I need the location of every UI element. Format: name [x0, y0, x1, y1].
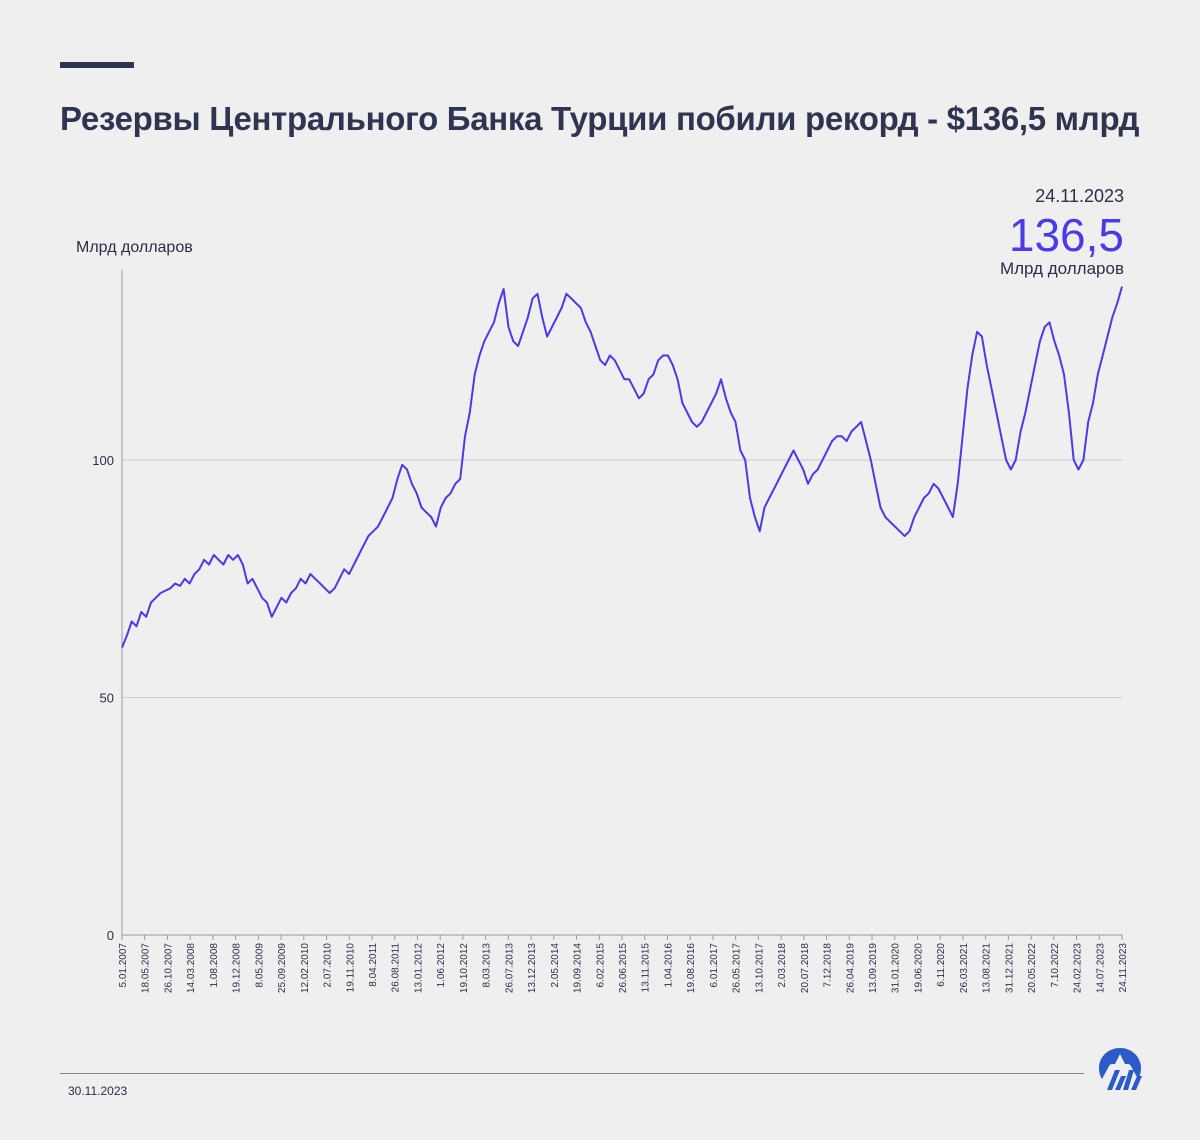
title-accent-bar — [60, 62, 134, 68]
x-tick-label: 5.01.2007 — [118, 943, 129, 988]
y-tick-label: 100 — [92, 453, 114, 468]
x-tick-label: 13.09.2019 — [868, 943, 879, 993]
x-tick-label: 6.01.2017 — [709, 943, 720, 988]
x-tick-label: 26.07.2013 — [504, 943, 515, 993]
x-tick-label: 13.10.2017 — [754, 943, 765, 993]
footer-date: 30.11.2023 — [68, 1084, 128, 1098]
x-tick-label: 19.11.2010 — [345, 943, 356, 993]
latest-value-callout: 24.11.2023 136,5 Млрд долларов — [1000, 186, 1124, 279]
x-tick-label: 31.12.2021 — [1004, 943, 1015, 993]
x-tick-label: 7.12.2018 — [823, 943, 834, 988]
x-tick-label: 14.07.2023 — [1095, 943, 1106, 993]
series-line — [121, 286, 1123, 648]
x-axis-ticks: 5.01.2007 18.05.2007 26.10.2007 14.03.2008 1… — [118, 935, 1129, 993]
y-tick-label: 0 — [107, 928, 114, 943]
x-tick-label: 8.04.2011 — [368, 943, 379, 987]
x-tick-label: 2.03.2018 — [777, 943, 788, 988]
x-tick-label: 19.12.2008 — [232, 943, 243, 993]
x-tick-label: 18.05.2007 — [141, 943, 152, 993]
x-tick-label: 19.10.2012 — [459, 943, 470, 993]
x-tick-label: 19.06.2020 — [913, 943, 924, 993]
x-tick-label: 24.11.2023 — [1118, 943, 1129, 993]
x-tick-label: 13.08.2021 — [982, 943, 993, 993]
x-tick-label: 8.03.2013 — [482, 943, 493, 988]
x-tick-label: 7.10.2022 — [1050, 943, 1061, 988]
x-tick-label: 1.08.2008 — [209, 943, 220, 988]
y-axis-ticks: 0 50 100 — [92, 453, 114, 943]
chart-series — [121, 286, 1123, 648]
callout-unit: Млрд долларов — [999, 259, 1124, 278]
x-tick-label: 19.08.2016 — [686, 943, 697, 993]
x-tick-label: 6.02.2015 — [595, 943, 606, 988]
y-axis-label: Млрд долларов — [76, 239, 193, 256]
y-tick-label: 50 — [100, 691, 114, 706]
x-tick-label: 2.07.2010 — [323, 943, 334, 988]
x-tick-label: 20.05.2022 — [1027, 943, 1038, 993]
x-tick-label: 13.11.2015 — [641, 943, 652, 993]
x-tick-label: 26.03.2021 — [959, 943, 970, 993]
x-tick-label: 31.01.2020 — [891, 943, 902, 993]
callout-date: 24.11.2023 — [1035, 186, 1124, 206]
page-title: Резервы Центрального Банка Турции побили… — [60, 100, 1140, 137]
x-tick-label: 2.05.2014 — [550, 943, 561, 988]
x-tick-label: 26.10.2007 — [163, 943, 174, 993]
x-tick-label: 13.12.2013 — [527, 943, 538, 993]
x-tick-label: 26.06.2015 — [618, 943, 629, 993]
x-tick-label: 13.01.2012 — [413, 943, 424, 993]
footer-divider — [60, 1073, 1084, 1074]
x-tick-label: 26.04.2019 — [845, 943, 856, 993]
callout-value: 136,5 — [1008, 209, 1124, 261]
x-tick-label: 1.04.2016 — [663, 943, 674, 988]
x-tick-label: 19.09.2014 — [573, 943, 584, 993]
x-tick-label: 14.03.2008 — [186, 943, 197, 993]
x-tick-label: 8.05.2009 — [254, 943, 265, 988]
aa-logo-icon — [1099, 1048, 1142, 1090]
x-tick-label: 25.09.2009 — [277, 943, 288, 993]
x-tick-label: 6.11.2020 — [936, 943, 947, 987]
x-tick-label: 1.06.2012 — [436, 943, 447, 988]
chart-gridlines — [122, 459, 1122, 698]
x-tick-label: 26.08.2011 — [391, 943, 402, 993]
chart-axes — [121, 270, 1122, 936]
x-tick-label: 20.07.2018 — [800, 943, 811, 993]
x-tick-label: 12.02.2010 — [300, 943, 311, 993]
x-tick-label: 24.02.2023 — [1073, 943, 1084, 993]
x-tick-label: 26.05.2017 — [732, 943, 743, 993]
